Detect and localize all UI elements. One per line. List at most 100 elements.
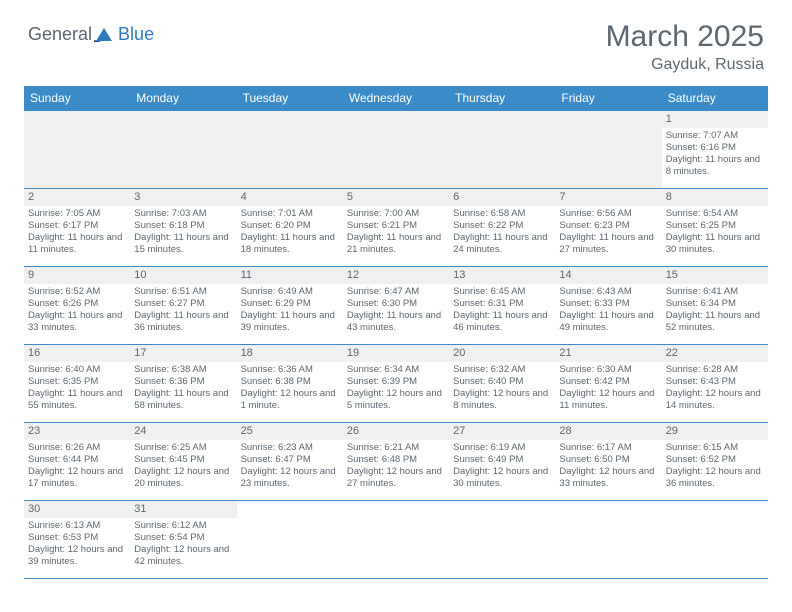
- calendar-week-row: 30Sunrise: 6:13 AMSunset: 6:53 PMDayligh…: [24, 501, 768, 579]
- daylight-text: Daylight: 11 hours and 15 minutes.: [134, 232, 232, 256]
- sunrise-text: Sunrise: 6:47 AM: [347, 286, 445, 298]
- sunrise-text: Sunrise: 6:41 AM: [666, 286, 764, 298]
- day-details: Sunrise: 6:19 AMSunset: 6:49 PMDaylight:…: [449, 440, 555, 493]
- sunset-text: Sunset: 6:23 PM: [559, 220, 657, 232]
- daylight-text: Daylight: 11 hours and 58 minutes.: [134, 388, 232, 412]
- logo-text-blue: Blue: [118, 24, 154, 45]
- day-details: Sunrise: 6:56 AMSunset: 6:23 PMDaylight:…: [555, 206, 661, 259]
- day-details: Sunrise: 6:17 AMSunset: 6:50 PMDaylight:…: [555, 440, 661, 493]
- weekday-label: Saturday: [668, 91, 716, 105]
- calendar-empty-cell: [237, 111, 343, 189]
- daylight-text: Daylight: 11 hours and 30 minutes.: [666, 232, 764, 256]
- daylight-text: Daylight: 12 hours and 20 minutes.: [134, 466, 232, 490]
- daylight-text: Daylight: 11 hours and 8 minutes.: [666, 154, 764, 178]
- day-number: 25: [237, 423, 343, 440]
- calendar-day-cell: 31Sunrise: 6:12 AMSunset: 6:54 PMDayligh…: [130, 501, 236, 579]
- calendar-day-cell: 23Sunrise: 6:26 AMSunset: 6:44 PMDayligh…: [24, 423, 130, 501]
- daylight-text: Daylight: 11 hours and 24 minutes.: [453, 232, 551, 256]
- daylight-text: Daylight: 11 hours and 11 minutes.: [28, 232, 126, 256]
- calendar-day-cell: 20Sunrise: 6:32 AMSunset: 6:40 PMDayligh…: [449, 345, 555, 423]
- day-details: Sunrise: 6:49 AMSunset: 6:29 PMDaylight:…: [237, 284, 343, 337]
- month-title: March 2025: [606, 20, 764, 54]
- sunset-text: Sunset: 6:38 PM: [241, 376, 339, 388]
- sunrise-text: Sunrise: 6:58 AM: [453, 208, 551, 220]
- calendar-table: SundayMondayTuesdayWednesdayThursdayFrid…: [24, 86, 768, 579]
- sunset-text: Sunset: 6:53 PM: [28, 532, 126, 544]
- calendar-day-cell: 6Sunrise: 6:58 AMSunset: 6:22 PMDaylight…: [449, 189, 555, 267]
- day-details: Sunrise: 6:40 AMSunset: 6:35 PMDaylight:…: [24, 362, 130, 415]
- day-number: 10: [130, 267, 236, 284]
- sunset-text: Sunset: 6:43 PM: [666, 376, 764, 388]
- daylight-text: Daylight: 12 hours and 14 minutes.: [666, 388, 764, 412]
- day-details: Sunrise: 6:23 AMSunset: 6:47 PMDaylight:…: [237, 440, 343, 493]
- sunrise-text: Sunrise: 6:26 AM: [28, 442, 126, 454]
- sunset-text: Sunset: 6:27 PM: [134, 298, 232, 310]
- calendar-empty-cell: [662, 501, 768, 579]
- sunrise-text: Sunrise: 6:12 AM: [134, 520, 232, 532]
- sunrise-text: Sunrise: 6:45 AM: [453, 286, 551, 298]
- daylight-text: Daylight: 11 hours and 33 minutes.: [28, 310, 126, 334]
- sunset-text: Sunset: 6:40 PM: [453, 376, 551, 388]
- weekday-header-row: SundayMondayTuesdayWednesdayThursdayFrid…: [24, 86, 768, 111]
- day-details: Sunrise: 6:58 AMSunset: 6:22 PMDaylight:…: [449, 206, 555, 259]
- sunrise-text: Sunrise: 6:49 AM: [241, 286, 339, 298]
- weekday-label: Friday: [561, 91, 594, 105]
- daylight-text: Daylight: 12 hours and 11 minutes.: [559, 388, 657, 412]
- weekday-header: Wednesday: [343, 86, 449, 111]
- sunrise-text: Sunrise: 6:56 AM: [559, 208, 657, 220]
- day-details: Sunrise: 6:54 AMSunset: 6:25 PMDaylight:…: [662, 206, 768, 259]
- daylight-text: Daylight: 11 hours and 18 minutes.: [241, 232, 339, 256]
- day-details: Sunrise: 6:32 AMSunset: 6:40 PMDaylight:…: [449, 362, 555, 415]
- weekday-header: Friday: [555, 86, 661, 111]
- sunrise-text: Sunrise: 6:32 AM: [453, 364, 551, 376]
- day-number: 5: [343, 189, 449, 206]
- calendar-day-cell: 27Sunrise: 6:19 AMSunset: 6:49 PMDayligh…: [449, 423, 555, 501]
- day-number: 11: [237, 267, 343, 284]
- calendar-empty-cell: [449, 501, 555, 579]
- calendar-week-row: 2Sunrise: 7:05 AMSunset: 6:17 PMDaylight…: [24, 189, 768, 267]
- sunset-text: Sunset: 6:18 PM: [134, 220, 232, 232]
- weekday-header: Sunday: [24, 86, 130, 111]
- day-details: Sunrise: 7:07 AMSunset: 6:16 PMDaylight:…: [662, 128, 768, 181]
- sunrise-text: Sunrise: 6:40 AM: [28, 364, 126, 376]
- day-details: Sunrise: 7:03 AMSunset: 6:18 PMDaylight:…: [130, 206, 236, 259]
- day-details: Sunrise: 7:01 AMSunset: 6:20 PMDaylight:…: [237, 206, 343, 259]
- calendar-day-cell: 3Sunrise: 7:03 AMSunset: 6:18 PMDaylight…: [130, 189, 236, 267]
- day-number: 21: [555, 345, 661, 362]
- day-number: 12: [343, 267, 449, 284]
- sunset-text: Sunset: 6:45 PM: [134, 454, 232, 466]
- sunset-text: Sunset: 6:22 PM: [453, 220, 551, 232]
- sunrise-text: Sunrise: 6:43 AM: [559, 286, 657, 298]
- day-details: Sunrise: 6:34 AMSunset: 6:39 PMDaylight:…: [343, 362, 449, 415]
- calendar-empty-cell: [343, 501, 449, 579]
- calendar-day-cell: 5Sunrise: 7:00 AMSunset: 6:21 PMDaylight…: [343, 189, 449, 267]
- day-number: 18: [237, 345, 343, 362]
- day-number: 3: [130, 189, 236, 206]
- sunrise-text: Sunrise: 7:01 AM: [241, 208, 339, 220]
- sunrise-text: Sunrise: 6:52 AM: [28, 286, 126, 298]
- weekday-label: Tuesday: [243, 91, 289, 105]
- day-number: 8: [662, 189, 768, 206]
- daylight-text: Daylight: 11 hours and 43 minutes.: [347, 310, 445, 334]
- day-details: Sunrise: 6:13 AMSunset: 6:53 PMDaylight:…: [24, 518, 130, 571]
- sunset-text: Sunset: 6:44 PM: [28, 454, 126, 466]
- sunrise-text: Sunrise: 7:00 AM: [347, 208, 445, 220]
- daylight-text: Daylight: 11 hours and 46 minutes.: [453, 310, 551, 334]
- day-number: 19: [343, 345, 449, 362]
- sunset-text: Sunset: 6:52 PM: [666, 454, 764, 466]
- day-details: Sunrise: 6:52 AMSunset: 6:26 PMDaylight:…: [24, 284, 130, 337]
- day-details: Sunrise: 6:15 AMSunset: 6:52 PMDaylight:…: [662, 440, 768, 493]
- day-number: 2: [24, 189, 130, 206]
- daylight-text: Daylight: 11 hours and 39 minutes.: [241, 310, 339, 334]
- sunset-text: Sunset: 6:48 PM: [347, 454, 445, 466]
- calendar-day-cell: 16Sunrise: 6:40 AMSunset: 6:35 PMDayligh…: [24, 345, 130, 423]
- day-number: 31: [130, 501, 236, 518]
- calendar-empty-cell: [130, 111, 236, 189]
- day-number: 15: [662, 267, 768, 284]
- sunset-text: Sunset: 6:30 PM: [347, 298, 445, 310]
- day-number: 29: [662, 423, 768, 440]
- day-details: Sunrise: 6:26 AMSunset: 6:44 PMDaylight:…: [24, 440, 130, 493]
- sunset-text: Sunset: 6:49 PM: [453, 454, 551, 466]
- calendar-week-row: 9Sunrise: 6:52 AMSunset: 6:26 PMDaylight…: [24, 267, 768, 345]
- sunrise-text: Sunrise: 6:13 AM: [28, 520, 126, 532]
